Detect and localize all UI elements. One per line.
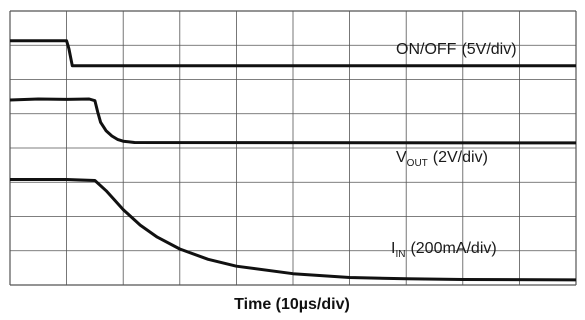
grid: [9, 10, 577, 286]
trace-vout: [9, 97, 577, 145]
trace-iin: [10, 178, 577, 282]
trace-on-off: [10, 39, 576, 68]
x-axis-label: Time (10µs/div): [234, 296, 350, 313]
series-label-iin: IIN (200mA/div): [391, 240, 497, 260]
series-label-on-off: ON/OFF (5V/div): [396, 41, 517, 58]
traces: [9, 39, 577, 282]
series-label-vout: VOUT (2V/div): [396, 149, 488, 169]
